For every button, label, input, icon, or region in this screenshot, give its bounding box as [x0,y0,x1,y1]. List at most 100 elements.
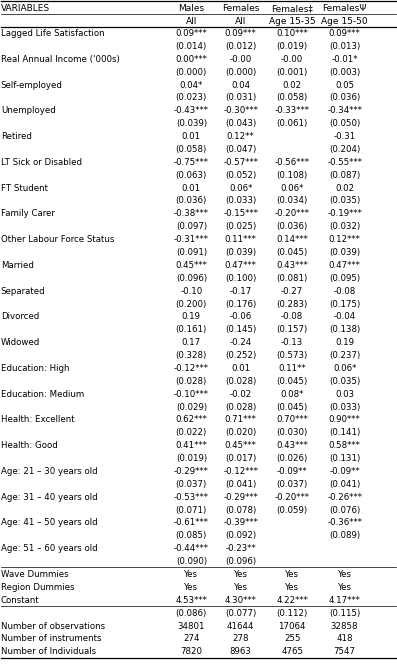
Text: (0.100): (0.100) [225,274,256,283]
Text: -0.33***: -0.33*** [275,107,310,115]
Text: (0.036): (0.036) [329,93,360,103]
Text: (0.086): (0.086) [176,609,207,617]
Text: Separated: Separated [1,286,45,296]
Text: -0.09**: -0.09** [329,467,360,476]
Text: Lagged Life Satisfaction: Lagged Life Satisfaction [1,29,104,38]
Text: All: All [235,17,246,26]
Text: (0.141): (0.141) [329,428,360,438]
Text: 0.58***: 0.58*** [329,441,360,450]
Text: Age 15-50: Age 15-50 [321,17,368,26]
Text: Education: High: Education: High [1,364,69,373]
Text: -0.29***: -0.29*** [174,467,209,476]
Text: Number of Individuals: Number of Individuals [1,647,96,656]
Text: Education: Medium: Education: Medium [1,390,84,399]
Text: 7547: 7547 [333,647,356,656]
Text: Health: Good: Health: Good [1,441,58,450]
Text: -0.38***: -0.38*** [174,209,209,218]
Text: (0.035): (0.035) [329,377,360,386]
Text: Females: Females [222,4,259,13]
Text: (0.061): (0.061) [277,119,308,128]
Text: (0.026): (0.026) [277,454,308,463]
Text: -0.57***: -0.57*** [223,158,258,167]
Text: (0.043): (0.043) [225,119,256,128]
Text: Constant: Constant [1,596,40,605]
Text: 0.43***: 0.43*** [276,441,308,450]
Text: 0.09***: 0.09*** [175,29,207,38]
Text: Females‡: Females‡ [271,4,313,13]
Text: (0.037): (0.037) [277,480,308,489]
Text: 0.06*: 0.06* [229,184,252,192]
Text: 0.01: 0.01 [231,364,250,373]
Text: (0.039): (0.039) [225,248,256,257]
Text: -0.01*: -0.01* [331,55,358,64]
Text: 32858: 32858 [331,621,358,631]
Text: -0.61***: -0.61*** [174,519,209,527]
Text: 255: 255 [284,635,301,643]
Text: Yes: Yes [233,570,248,579]
Text: -0.56***: -0.56*** [275,158,310,167]
Text: 0.47***: 0.47*** [225,261,256,270]
Text: 8963: 8963 [229,647,252,656]
Text: (0.097): (0.097) [176,222,207,231]
Text: (0.078): (0.078) [225,505,256,515]
Text: -0.27: -0.27 [281,286,303,296]
Text: (0.012): (0.012) [225,42,256,51]
Text: 418: 418 [336,635,353,643]
Text: -0.06: -0.06 [229,312,252,322]
Text: (0.034): (0.034) [277,196,308,206]
Text: 0.11***: 0.11*** [225,235,256,244]
Text: 0.05: 0.05 [335,81,354,89]
Text: -0.34***: -0.34*** [327,107,362,115]
Text: FemalesΨ: FemalesΨ [322,4,367,13]
Text: (0.328): (0.328) [176,351,207,360]
Text: (0.025): (0.025) [225,222,256,231]
Text: (0.031): (0.031) [225,93,256,103]
Text: -0.53***: -0.53*** [174,493,209,501]
Text: Yes: Yes [337,583,352,592]
Text: (0.045): (0.045) [277,248,308,257]
Text: (0.058): (0.058) [176,145,207,154]
Text: -0.09**: -0.09** [277,467,308,476]
Text: (0.176): (0.176) [225,300,256,308]
Text: (0.252): (0.252) [225,351,256,360]
Text: (0.017): (0.017) [225,454,256,463]
Text: FT Student: FT Student [1,184,48,192]
Text: 0.14***: 0.14*** [276,235,308,244]
Text: -0.13: -0.13 [281,338,303,347]
Text: (0.013): (0.013) [329,42,360,51]
Text: 278: 278 [232,635,249,643]
Text: (0.001): (0.001) [277,68,308,77]
Text: All: All [186,17,197,26]
Text: Number of observations: Number of observations [1,621,105,631]
Text: Yes: Yes [285,583,299,592]
Text: (0.032): (0.032) [329,222,360,231]
Text: (0.204): (0.204) [329,145,360,154]
Text: (0.115): (0.115) [329,609,360,617]
Text: 0.70***: 0.70*** [276,416,308,424]
Text: 0.45***: 0.45*** [175,261,207,270]
Text: (0.131): (0.131) [329,454,360,463]
Text: (0.096): (0.096) [225,557,256,566]
Text: Wave Dummies: Wave Dummies [1,570,68,579]
Text: (0.028): (0.028) [225,377,256,386]
Text: 0.08*: 0.08* [281,390,304,399]
Text: (0.039): (0.039) [329,248,360,257]
Text: (0.028): (0.028) [176,377,207,386]
Text: 0.43***: 0.43*** [276,261,308,270]
Text: (0.063): (0.063) [176,170,207,180]
Text: (0.085): (0.085) [176,531,207,540]
Text: (0.076): (0.076) [329,505,360,515]
Text: (0.175): (0.175) [329,300,360,308]
Text: (0.087): (0.087) [329,170,360,180]
Text: 0.02: 0.02 [283,81,302,89]
Text: (0.028): (0.028) [225,402,256,412]
Text: (0.000): (0.000) [176,68,207,77]
Text: 0.62***: 0.62*** [175,416,207,424]
Text: 41644: 41644 [227,621,254,631]
Text: Married: Married [1,261,34,270]
Text: VARIABLES: VARIABLES [1,4,50,13]
Text: 0.19: 0.19 [335,338,354,347]
Text: -0.04: -0.04 [333,312,356,322]
Text: LT Sick or Disabled: LT Sick or Disabled [1,158,82,167]
Text: -0.31***: -0.31*** [174,235,209,244]
